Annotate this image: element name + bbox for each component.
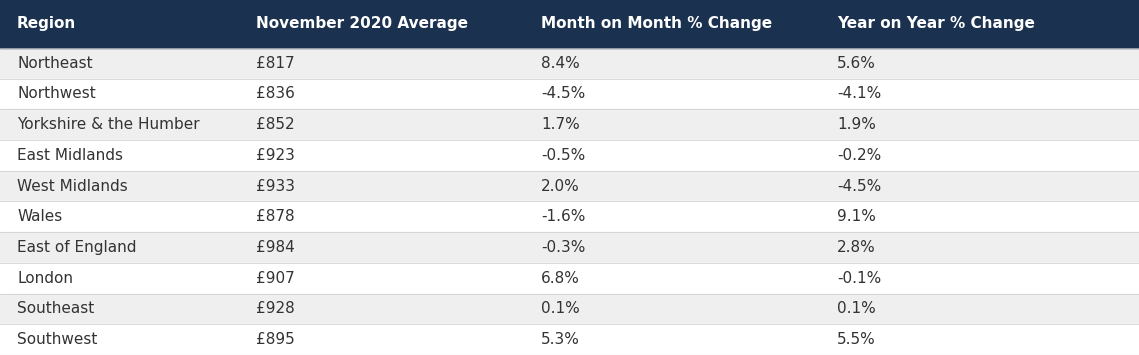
- Text: Yorkshire & the Humber: Yorkshire & the Humber: [17, 117, 199, 132]
- Text: Northwest: Northwest: [17, 87, 96, 102]
- Text: Wales: Wales: [17, 209, 63, 224]
- Text: -0.5%: -0.5%: [541, 148, 585, 163]
- Text: 6.8%: 6.8%: [541, 271, 580, 286]
- Text: 2.8%: 2.8%: [837, 240, 876, 255]
- Text: -4.5%: -4.5%: [541, 87, 585, 102]
- Text: 8.4%: 8.4%: [541, 56, 580, 71]
- Text: £836: £836: [256, 87, 295, 102]
- Text: -4.1%: -4.1%: [837, 87, 882, 102]
- Text: Northeast: Northeast: [17, 56, 92, 71]
- Text: £895: £895: [256, 332, 295, 347]
- Bar: [0, 79, 1139, 109]
- Text: 5.3%: 5.3%: [541, 332, 580, 347]
- Text: £878: £878: [256, 209, 295, 224]
- Text: Month on Month % Change: Month on Month % Change: [541, 16, 772, 32]
- Text: West Midlands: West Midlands: [17, 179, 128, 193]
- Text: Southeast: Southeast: [17, 301, 95, 316]
- Text: 2.0%: 2.0%: [541, 179, 580, 193]
- Text: £984: £984: [256, 240, 295, 255]
- Bar: [0, 263, 1139, 294]
- Text: -0.2%: -0.2%: [837, 148, 882, 163]
- Text: 5.6%: 5.6%: [837, 56, 876, 71]
- Text: Southwest: Southwest: [17, 332, 98, 347]
- Text: 1.9%: 1.9%: [837, 117, 876, 132]
- Text: East Midlands: East Midlands: [17, 148, 123, 163]
- Bar: [0, 171, 1139, 202]
- Text: -0.3%: -0.3%: [541, 240, 585, 255]
- Text: 0.1%: 0.1%: [837, 301, 876, 316]
- Text: 1.7%: 1.7%: [541, 117, 580, 132]
- Text: -4.5%: -4.5%: [837, 179, 882, 193]
- Text: £907: £907: [256, 271, 295, 286]
- Text: 9.1%: 9.1%: [837, 209, 876, 224]
- Text: -1.6%: -1.6%: [541, 209, 585, 224]
- Bar: [0, 48, 1139, 78]
- Text: Year on Year % Change: Year on Year % Change: [837, 16, 1035, 32]
- Text: -0.1%: -0.1%: [837, 271, 882, 286]
- Text: £923: £923: [256, 148, 295, 163]
- Bar: [0, 232, 1139, 263]
- Text: Region: Region: [17, 16, 76, 32]
- Text: 0.1%: 0.1%: [541, 301, 580, 316]
- Text: East of England: East of England: [17, 240, 137, 255]
- Bar: [0, 140, 1139, 171]
- Text: November 2020 Average: November 2020 Average: [256, 16, 468, 32]
- Text: £933: £933: [256, 179, 295, 193]
- Bar: [0, 0, 1139, 48]
- Bar: [0, 294, 1139, 324]
- Text: £928: £928: [256, 301, 295, 316]
- Bar: [0, 109, 1139, 140]
- Text: £817: £817: [256, 56, 295, 71]
- Text: London: London: [17, 271, 73, 286]
- Bar: [0, 201, 1139, 232]
- Text: 5.5%: 5.5%: [837, 332, 876, 347]
- Text: £852: £852: [256, 117, 295, 132]
- Bar: [0, 324, 1139, 355]
